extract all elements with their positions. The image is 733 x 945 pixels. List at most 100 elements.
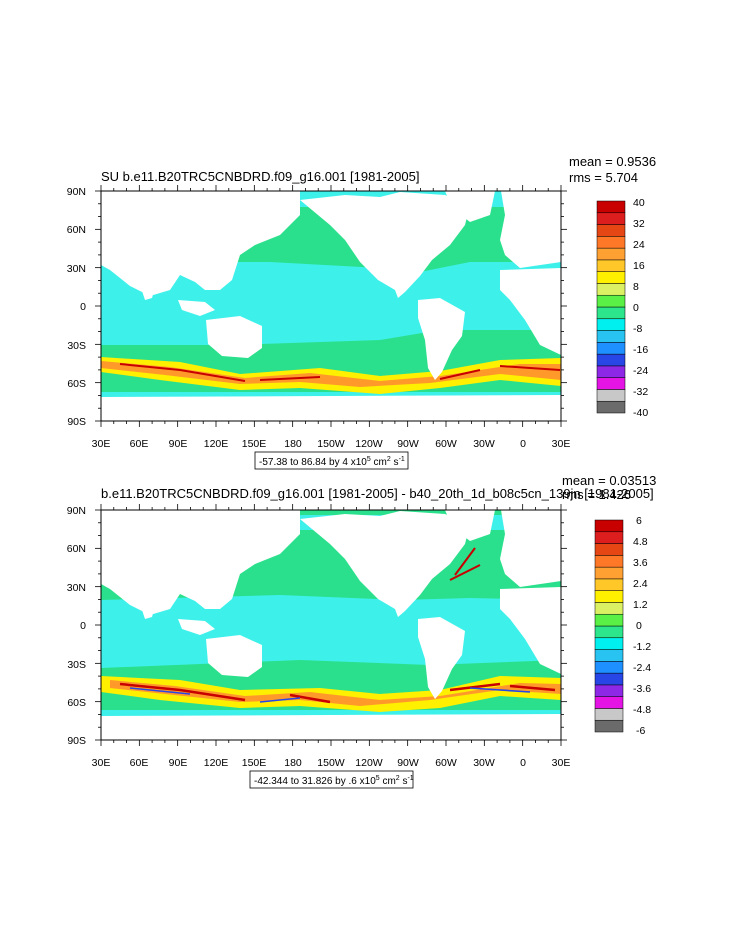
lon-label: 0	[520, 438, 526, 450]
colorbar-swatch	[594, 566, 624, 580]
lon-labels: 30E 60E 90E 120E 150E 180 150W 120W 90W …	[92, 438, 571, 450]
lon-label: 30E	[552, 438, 571, 450]
colorbar-swatch	[596, 318, 626, 331]
colorbar-swatch	[594, 719, 624, 733]
colorbar-swatch	[594, 531, 624, 544]
colorbar-swatch	[596, 283, 626, 296]
colorbar-swatch	[594, 696, 624, 709]
lat-label: 90S	[67, 416, 86, 428]
colorbar-label: -1.2	[633, 641, 651, 653]
colorbar-label: 6	[636, 515, 642, 527]
lat-ticks	[95, 190, 567, 422]
lat-label: 60S	[67, 697, 86, 709]
map-field	[101, 510, 561, 740]
colorbar-swatch	[596, 400, 626, 414]
lon-label: 120W	[355, 438, 383, 450]
acc-orange	[101, 361, 561, 387]
colorbar-label: 16	[633, 260, 645, 272]
lon-label: 60E	[130, 757, 149, 769]
colorbar-label: -8	[633, 323, 642, 335]
colorbar-label: -2.4	[633, 662, 651, 674]
lat-labels: 90N 60N 30N 0 30S 60S 90S	[67, 186, 86, 428]
colorbar-label: 2.4	[633, 578, 648, 590]
colorbar-label: 4.8	[633, 536, 648, 548]
lon-label: 150E	[242, 757, 267, 769]
map-field	[101, 191, 561, 421]
lat-label: 60N	[67, 543, 86, 555]
colorbar-swatch	[594, 649, 624, 662]
lon-labels: 30E 60E 90E 120E 150E 180 150W 120W 90W …	[92, 757, 571, 769]
colorbar-swatch	[594, 672, 624, 686]
gulfstream	[449, 547, 481, 581]
range-label: -57.38 to 86.84 by 4 x105 cm2 s-1	[259, 456, 405, 468]
lon-label: 90E	[169, 438, 188, 450]
lon-label: 60W	[435, 438, 457, 450]
colorbar-swatch	[596, 236, 626, 249]
colorbar-swatch	[594, 613, 624, 627]
colorbar-swatch	[596, 306, 626, 320]
colorbar-label: 40	[633, 197, 645, 209]
acc-red	[119, 363, 561, 382]
colorbar-swatch	[596, 342, 626, 355]
lon-label: 0	[520, 757, 526, 769]
acc-yellow	[101, 676, 561, 712]
colorbar-label: -4.8	[633, 704, 651, 716]
lat-label: 60S	[67, 378, 86, 390]
lat-label: 30S	[67, 340, 86, 352]
land	[101, 510, 561, 740]
colorbar-swatch	[596, 377, 626, 390]
colorbar-swatch	[596, 294, 626, 308]
lon-label: 30E	[92, 757, 111, 769]
lon-label: 60W	[435, 757, 457, 769]
lon-label: 120E	[204, 438, 229, 450]
colorbar-label: -16	[633, 344, 648, 356]
mean-label: mean = 0.03513	[562, 473, 656, 488]
colorbar-swatch	[594, 637, 624, 650]
panel-bottom: b.e11.B20TRC5CNBDRD.f09_g16.001 [1981-20…	[67, 473, 656, 789]
lat-labels: 90N 60N 30N 0 30S 60S 90S	[67, 505, 86, 747]
panel-title: SU b.e11.B20TRC5CNBDRD.f09_g16.001 [1981…	[101, 169, 419, 184]
mean-label: mean = 0.9536	[569, 154, 656, 169]
colorbar-labels: 40 32 24 16 8 0 -8 -16 -24 -32 -40	[633, 197, 648, 419]
lat-label: 30N	[67, 582, 86, 594]
range-box	[249, 770, 414, 789]
colorbar-swatch	[596, 389, 626, 402]
colorbar-swatch	[596, 224, 626, 237]
lon-ticks	[100, 185, 562, 427]
colorbar-swatch	[594, 625, 624, 639]
colorbar-swatch	[594, 519, 624, 533]
colorbar-label: 0	[633, 302, 639, 314]
rms-label: rms = 1.426	[562, 487, 631, 502]
lon-label: 150E	[242, 438, 267, 450]
lat-label: 90S	[67, 735, 86, 747]
colorbar-label: -40	[633, 407, 648, 419]
colorbar-swatch	[594, 708, 624, 721]
colorbar-swatch	[594, 590, 624, 603]
lon-label: 30W	[473, 757, 495, 769]
colorbar	[596, 200, 626, 414]
land	[101, 191, 561, 421]
colorbar-swatch	[594, 684, 624, 697]
panel-top: SU b.e11.B20TRC5CNBDRD.f09_g16.001 [1981…	[67, 154, 656, 470]
lat-label: 90N	[67, 186, 86, 198]
lat-label: 60N	[67, 224, 86, 236]
lat-label: 30S	[67, 659, 86, 671]
colorbar-label: 3.6	[633, 557, 648, 569]
acc-red	[119, 682, 556, 704]
panel-title: b.e11.B20TRC5CNBDRD.f09_g16.001 [1981-20…	[101, 486, 654, 501]
lat-label: 30N	[67, 263, 86, 275]
colorbar-swatch	[594, 555, 624, 568]
lon-label: 30E	[552, 757, 571, 769]
colorbar-label: 32	[633, 218, 645, 230]
lon-label: 90E	[169, 757, 188, 769]
colorbar-swatch	[596, 271, 626, 284]
lon-label: 60E	[130, 438, 149, 450]
colorbar-labels: 6 4.8 3.6 2.4 1.2 0 -1.2 -2.4 -3.6 -4.8 …	[633, 515, 651, 737]
lon-label: 90W	[397, 438, 419, 450]
lon-label: 180	[284, 438, 302, 450]
colorbar-label: 1.2	[633, 599, 648, 611]
colorbar-swatch	[596, 200, 626, 214]
range-box	[254, 451, 409, 470]
colorbar-label: -32	[633, 386, 648, 398]
